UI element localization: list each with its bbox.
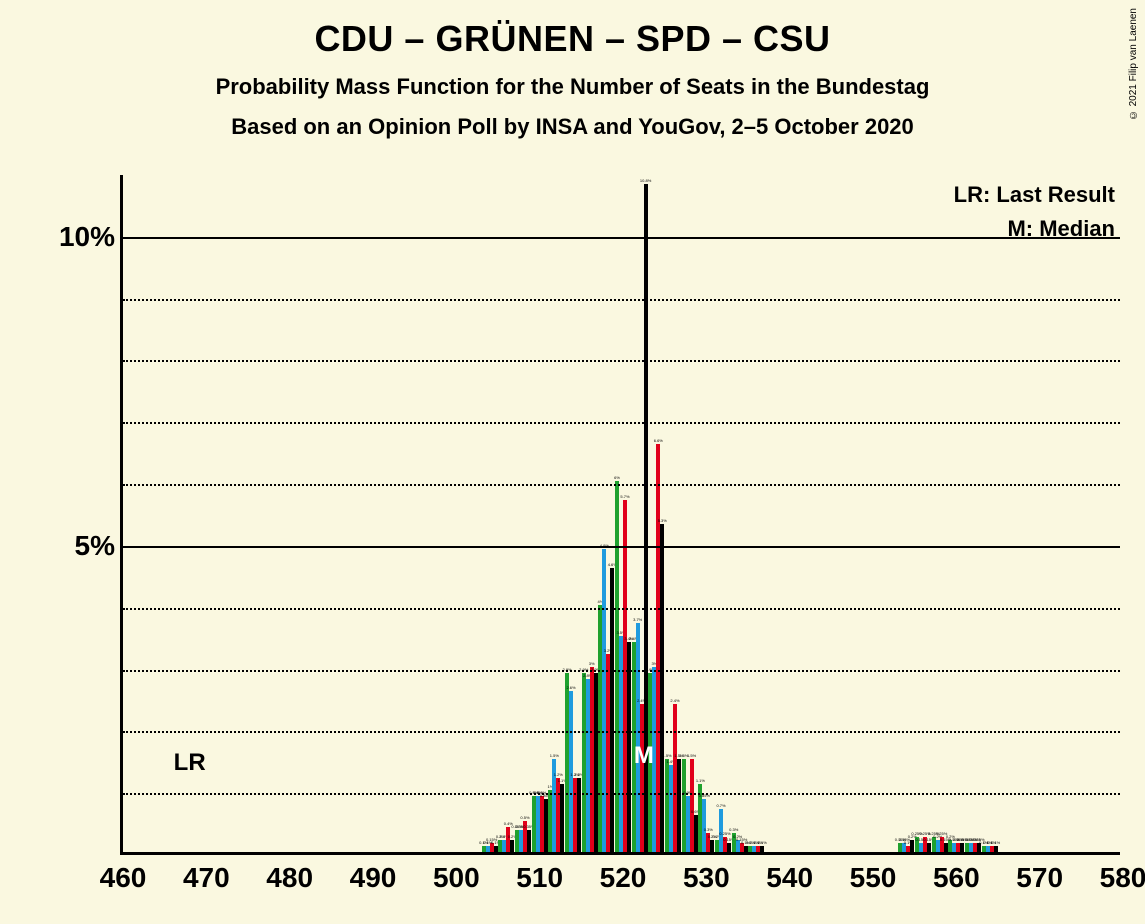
bar-value-label: 10.8% xyxy=(640,178,651,183)
copyright-text: © 2021 Filip van Laenen xyxy=(1128,8,1139,120)
x-tick-label: 500 xyxy=(433,862,480,894)
bar-value-label: 0.3% xyxy=(729,827,738,832)
bar-value-label: 2.6% xyxy=(566,685,575,690)
x-tick-label: 530 xyxy=(683,862,730,894)
grid-minor-line xyxy=(123,608,1120,610)
bars-layer: 0.1%0.1%0.15%0.1%0.2%0.2%0.4%0.2%0.35%0.… xyxy=(123,175,1120,852)
bar-value-label: 5.7% xyxy=(620,494,629,499)
grid-minor-line xyxy=(123,360,1120,362)
grid-minor-line xyxy=(123,793,1120,795)
bar-black: 0.6% xyxy=(694,815,698,852)
bar-black: 5.3% xyxy=(660,524,664,852)
bar-value-label: 3% xyxy=(589,661,595,666)
bar-value-label: 2.4% xyxy=(670,698,679,703)
bar-value-label: 6% xyxy=(614,475,620,480)
grid-minor-line xyxy=(123,422,1120,424)
grid-major-line xyxy=(123,237,1120,239)
bar-black: 3.4% xyxy=(627,642,631,852)
chart-titles: CDU – GRÜNEN – SPD – CSU Probability Mas… xyxy=(0,0,1145,140)
grid-major-line xyxy=(123,546,1120,548)
bar-black: 1.5% xyxy=(677,759,681,852)
bar-black: 0.35% xyxy=(527,830,531,852)
annotation-last-result: LR xyxy=(174,749,206,777)
bar-value-label: 1.2% xyxy=(554,772,563,777)
bar-black: 0.85% xyxy=(544,799,548,852)
grid-minor-line xyxy=(123,299,1120,301)
y-tick-label: 10% xyxy=(51,221,115,253)
x-tick-label: 560 xyxy=(933,862,980,894)
bar-value-label: 3.7% xyxy=(633,617,642,622)
bar-black: 0.1% xyxy=(760,846,764,852)
bar-value-label: 0.1% xyxy=(758,840,767,845)
x-tick-label: 510 xyxy=(516,862,563,894)
annotation-median: M xyxy=(634,742,654,770)
chart-subtitle-1: Probability Mass Function for the Number… xyxy=(0,74,1145,100)
chart-title: CDU – GRÜNEN – SPD – CSU xyxy=(0,18,1145,60)
bar-black: 0.15% xyxy=(727,843,731,852)
bar-value-label: 1.5% xyxy=(662,753,671,758)
grid-minor-line xyxy=(123,484,1120,486)
bar-black: 2.9% xyxy=(594,673,598,852)
x-tick-label: 540 xyxy=(766,862,813,894)
bar-black: 0.15% xyxy=(944,843,948,852)
y-tick-label: 5% xyxy=(51,530,115,562)
bar-black: 0.15% xyxy=(960,843,964,852)
bar-value-label: 0.5% xyxy=(520,815,529,820)
bar-value-label: 1.5% xyxy=(550,753,559,758)
x-tick-label: 550 xyxy=(850,862,897,894)
bar-black: 0.15% xyxy=(927,843,931,852)
bar-value-label: 5.3% xyxy=(658,518,667,523)
grid-minor-line xyxy=(123,670,1120,672)
bar-black: 0.1% xyxy=(494,846,498,852)
bar-value-label: 1.1% xyxy=(696,778,705,783)
x-tick-label: 520 xyxy=(600,862,647,894)
bar-black: 0.2% xyxy=(510,840,514,852)
chart-subtitle-2: Based on an Opinion Poll by INSA and You… xyxy=(0,114,1145,140)
bar-value-label: 0.1% xyxy=(991,840,1000,845)
bar-black: 0.2% xyxy=(710,840,714,852)
x-tick-label: 470 xyxy=(183,862,230,894)
chart-area: 0.1%0.1%0.15%0.1%0.2%0.2%0.4%0.2%0.35%0.… xyxy=(40,175,1130,855)
plot-area: 0.1%0.1%0.15%0.1%0.2%0.2%0.4%0.2%0.35%0.… xyxy=(120,175,1120,855)
bar-black: 1.2% xyxy=(577,778,581,852)
grid-minor-line xyxy=(123,731,1120,733)
bar-value-label: 0.7% xyxy=(716,803,725,808)
x-tick-label: 460 xyxy=(100,862,147,894)
bar-value-label: 1.5% xyxy=(687,753,696,758)
bar-value-label: 0.3% xyxy=(704,827,713,832)
x-tick-label: 490 xyxy=(350,862,397,894)
bar-black: 4.6% xyxy=(610,568,614,852)
bar-black: 0.1% xyxy=(994,846,998,852)
bar-black: 0.2% xyxy=(910,840,914,852)
x-tick-label: 570 xyxy=(1016,862,1063,894)
x-tick-label: 480 xyxy=(266,862,313,894)
bar-black: 0.1% xyxy=(744,846,748,852)
x-tick-label: 580 xyxy=(1100,862,1145,894)
bar-value-label: 6.6% xyxy=(654,438,663,443)
